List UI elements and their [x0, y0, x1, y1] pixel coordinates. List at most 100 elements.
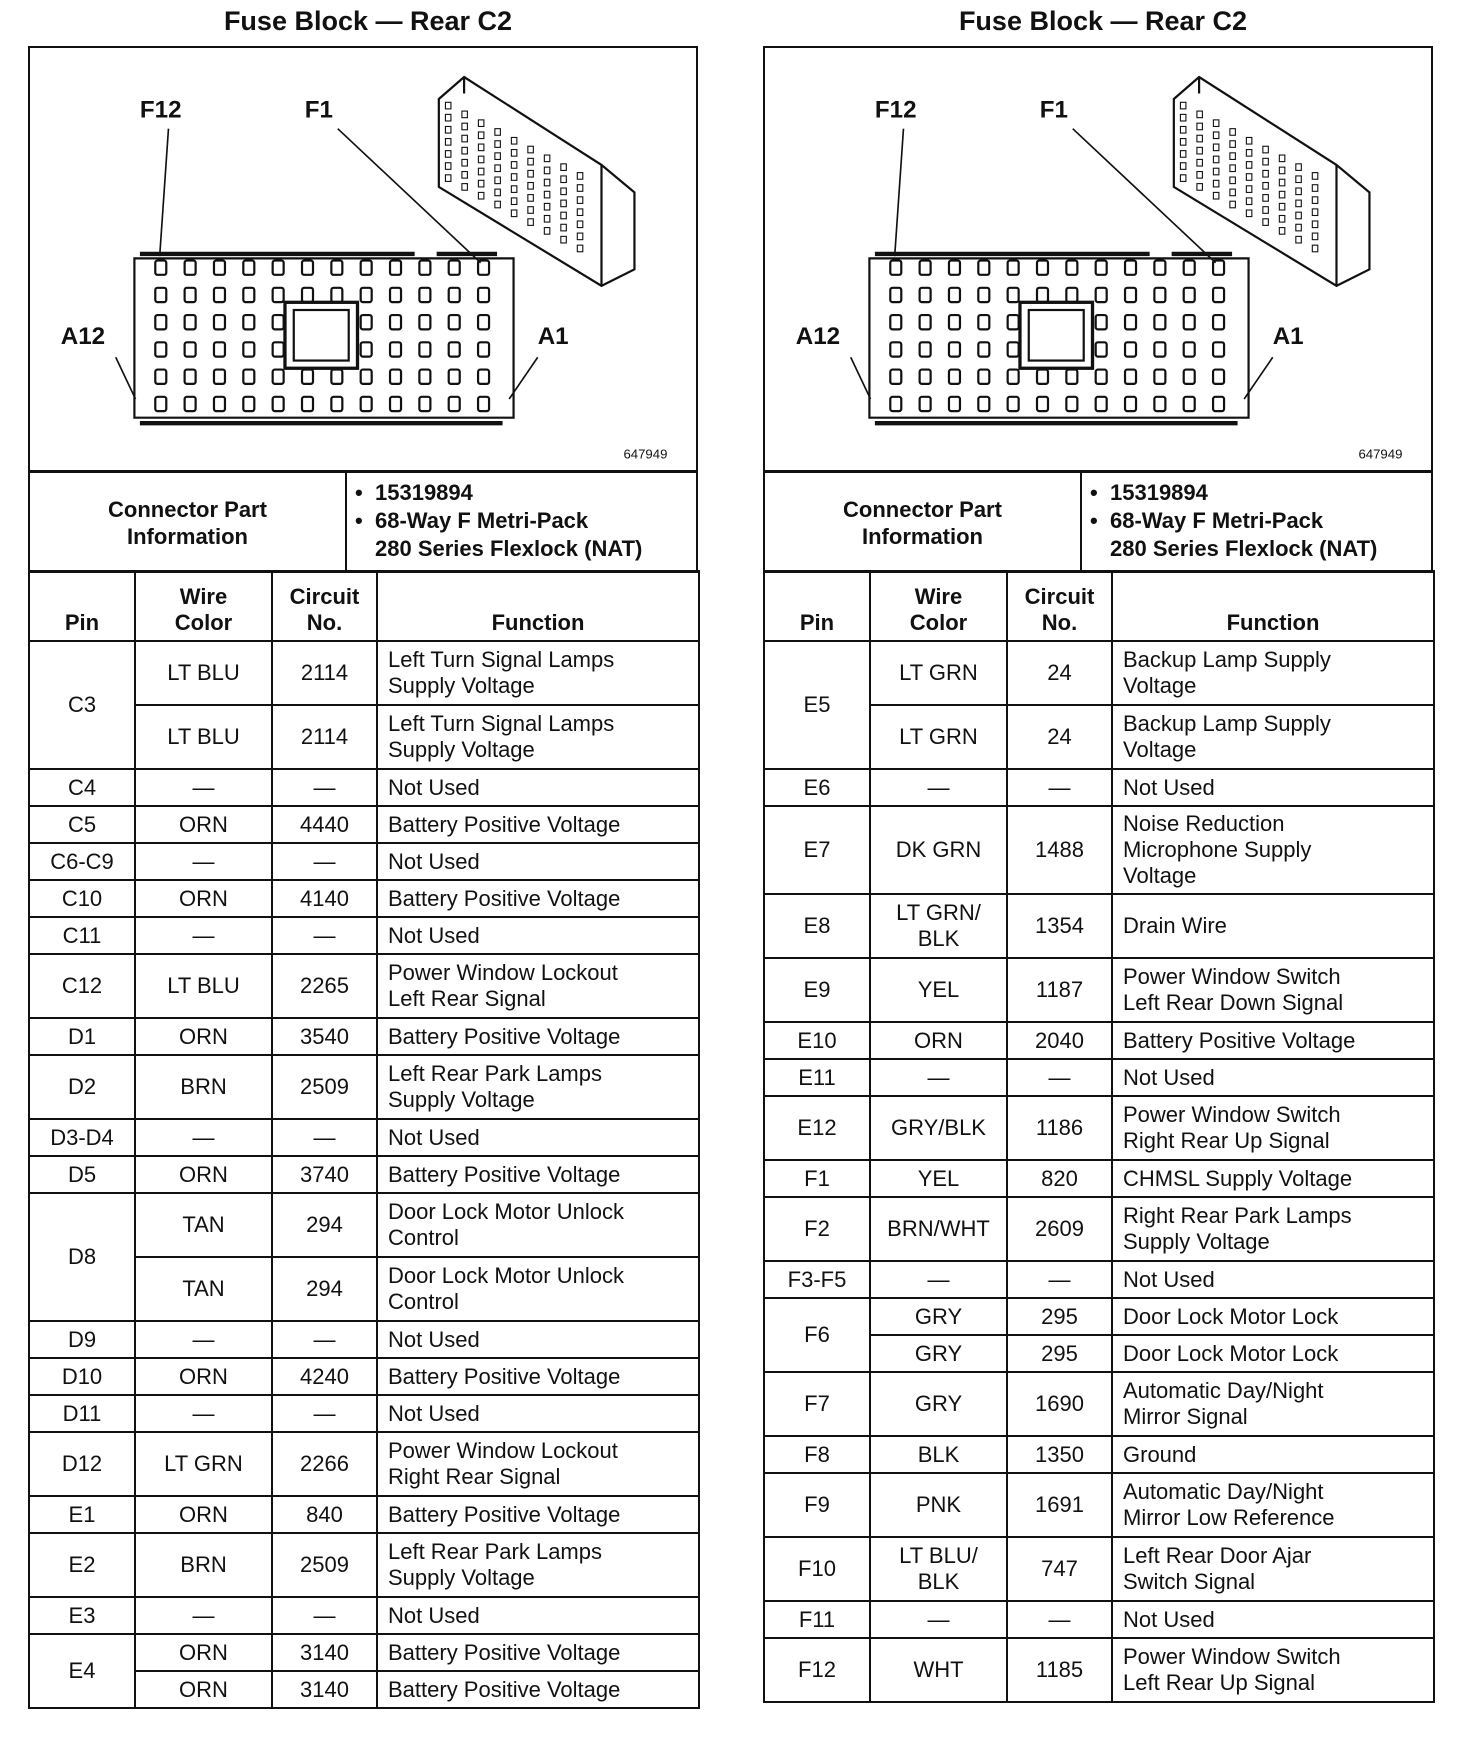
table-row: E9 YEL 1187 Power Window Switch Left Rear Do… — [763, 957, 1435, 1023]
center-bolt-block — [283, 300, 360, 370]
pin-cavity — [1153, 395, 1167, 413]
pin-cell: E8 — [763, 893, 871, 959]
function-cell: Left Turn Signal Lamps Supply Voltage — [376, 640, 700, 706]
pin-cavity — [447, 286, 461, 304]
pin-cavity — [447, 259, 461, 276]
table-row: D10 ORN 4240 Battery Positive Voltage — [28, 1357, 700, 1396]
function-cell: Battery Positive Voltage — [376, 805, 700, 844]
wire-color-cell: YEL — [869, 1159, 1008, 1198]
pin-cavity — [889, 368, 903, 385]
leader-f12 — [158, 128, 170, 257]
circuit-cell: 1185 — [1006, 1637, 1113, 1703]
pin-cell: F9 — [763, 1472, 871, 1538]
pin-cavity — [1182, 368, 1196, 385]
pin-cavity — [1035, 286, 1050, 304]
table-row: F7 GRY 1690 Automatic Day/Night Mirror Signa… — [763, 1371, 1435, 1437]
pin-cavity — [947, 341, 962, 358]
pin-cavity — [154, 286, 168, 304]
pin-cell: E1 — [28, 1495, 136, 1534]
table-row: F8 BLK 1350 Ground — [763, 1435, 1435, 1474]
connector-isometric-view — [437, 75, 636, 288]
connector-face-drawing: F12 F1 A12 A1 647949 — [796, 75, 1402, 461]
function-cell: Battery Positive Voltage — [376, 879, 700, 918]
pin-cavity — [388, 341, 403, 358]
wire-color-cell: YEL — [869, 957, 1008, 1023]
pin-cell: C4 — [28, 768, 136, 807]
table-row: D11— — Not Used — [28, 1394, 700, 1433]
function-cell: Not Used — [376, 1320, 700, 1359]
pin-cavity — [1094, 395, 1108, 413]
pin-cavity — [1211, 341, 1226, 358]
pin-cavity — [1094, 286, 1108, 304]
pin-cavity — [1182, 313, 1196, 331]
function-cell: Battery Positive Voltage — [376, 1017, 700, 1056]
pin-cavity — [1153, 368, 1167, 385]
pin-cavity — [183, 395, 197, 413]
circuit-cell: 1187 — [1006, 957, 1113, 1023]
wire-color-cell: — — [869, 1058, 1008, 1097]
pin-cell: C10 — [28, 879, 136, 918]
pin-cavity — [418, 313, 432, 331]
function-cell: Power Window Switch Left Rear Up Signal — [1111, 1637, 1435, 1703]
connector-isometric-view — [1172, 75, 1371, 288]
pin-cavity — [271, 313, 285, 331]
pin-cavity — [1211, 395, 1226, 413]
pin-cavity — [1182, 395, 1196, 413]
pin-cell: F10 — [763, 1536, 871, 1602]
wire-color-cell: — — [134, 842, 273, 881]
pin-cavity — [212, 368, 227, 385]
pin-cavity — [418, 286, 432, 304]
pinout-table: Pin Wire Color Circuit No. Function C3 LT BLU 21… — [28, 570, 700, 1709]
table-row: F12 WHT 1185 Power Window Switch Left Rear U… — [763, 1637, 1435, 1703]
function-cell: CHMSL Supply Voltage — [1111, 1159, 1435, 1198]
pin-cavity — [359, 286, 373, 304]
pin-cavity — [388, 368, 403, 385]
table-row: D5 ORN 3740 Battery Positive Voltage — [28, 1155, 700, 1194]
table-row: F6 GRY 295 Door Lock Motor Lock — [763, 1297, 1435, 1373]
wire-color-cell: ORN — [134, 1670, 273, 1709]
pin-label-f1: F1 — [305, 97, 333, 124]
pin-cavity — [1123, 313, 1138, 331]
circuit-cell: — — [271, 768, 378, 807]
pin-cell: D12 — [28, 1431, 136, 1497]
pin-cavity — [359, 341, 373, 358]
pin-cell: E3 — [28, 1596, 136, 1635]
function-cell: Left Turn Signal Lamps Supply Voltage — [376, 704, 700, 770]
function-cell: Not Used — [1111, 1058, 1435, 1097]
pin-cavity — [977, 368, 991, 385]
leader-a12 — [849, 356, 872, 400]
pin-cavity — [1035, 259, 1050, 276]
circuit-cell: 2265 — [271, 953, 378, 1019]
table-row: E8 LT GRN/BLK 1354 Drain Wire — [763, 893, 1435, 959]
pin-cell: E12 — [763, 1095, 871, 1161]
function-cell: Left Rear Door Ajar Switch Signal — [1111, 1536, 1435, 1602]
circuit-cell: 4440 — [271, 805, 378, 844]
pin-cavity — [1065, 259, 1079, 276]
pin-cell: E4 — [28, 1633, 136, 1709]
pin-cavity — [300, 286, 315, 304]
pin-cavity — [1123, 395, 1138, 413]
function-cell: Battery Positive Voltage — [376, 1670, 700, 1709]
circuit-cell: 295 — [1006, 1334, 1113, 1373]
table-row: F11— — Not Used — [763, 1600, 1435, 1639]
pin-cavity — [1153, 259, 1167, 276]
pin-label-a1: A1 — [538, 323, 569, 350]
function-cell: Automatic Day/Night Mirror Low Reference — [1111, 1472, 1435, 1538]
circuit-cell: 747 — [1006, 1536, 1113, 1602]
function-cell: Battery Positive Voltage — [376, 1357, 700, 1396]
function-cell: Door Lock Motor Lock — [1111, 1334, 1435, 1373]
pin-cell: D5 — [28, 1155, 136, 1194]
function-cell: Not Used — [376, 768, 700, 807]
pin-cavity — [918, 368, 932, 385]
wire-color-cell: ORN — [134, 1155, 273, 1194]
connector-body — [868, 257, 1250, 419]
table-row: F9 PNK 1691 Automatic Day/Night Mirror Low R… — [763, 1472, 1435, 1538]
pin-cavity — [476, 313, 491, 331]
function-cell: Automatic Day/Night Mirror Signal — [1111, 1371, 1435, 1437]
function-cell: Noise Reduction Microphone Supply Voltage — [1111, 805, 1435, 895]
pin-cavity — [388, 286, 403, 304]
circuit-cell: 1186 — [1006, 1095, 1113, 1161]
circuit-cell: — — [1006, 1600, 1113, 1639]
connector-info-item: 15319894 — [375, 480, 473, 505]
table-row: D8 TAN 294 Door Lock Motor Unlock Control — [28, 1192, 700, 1322]
